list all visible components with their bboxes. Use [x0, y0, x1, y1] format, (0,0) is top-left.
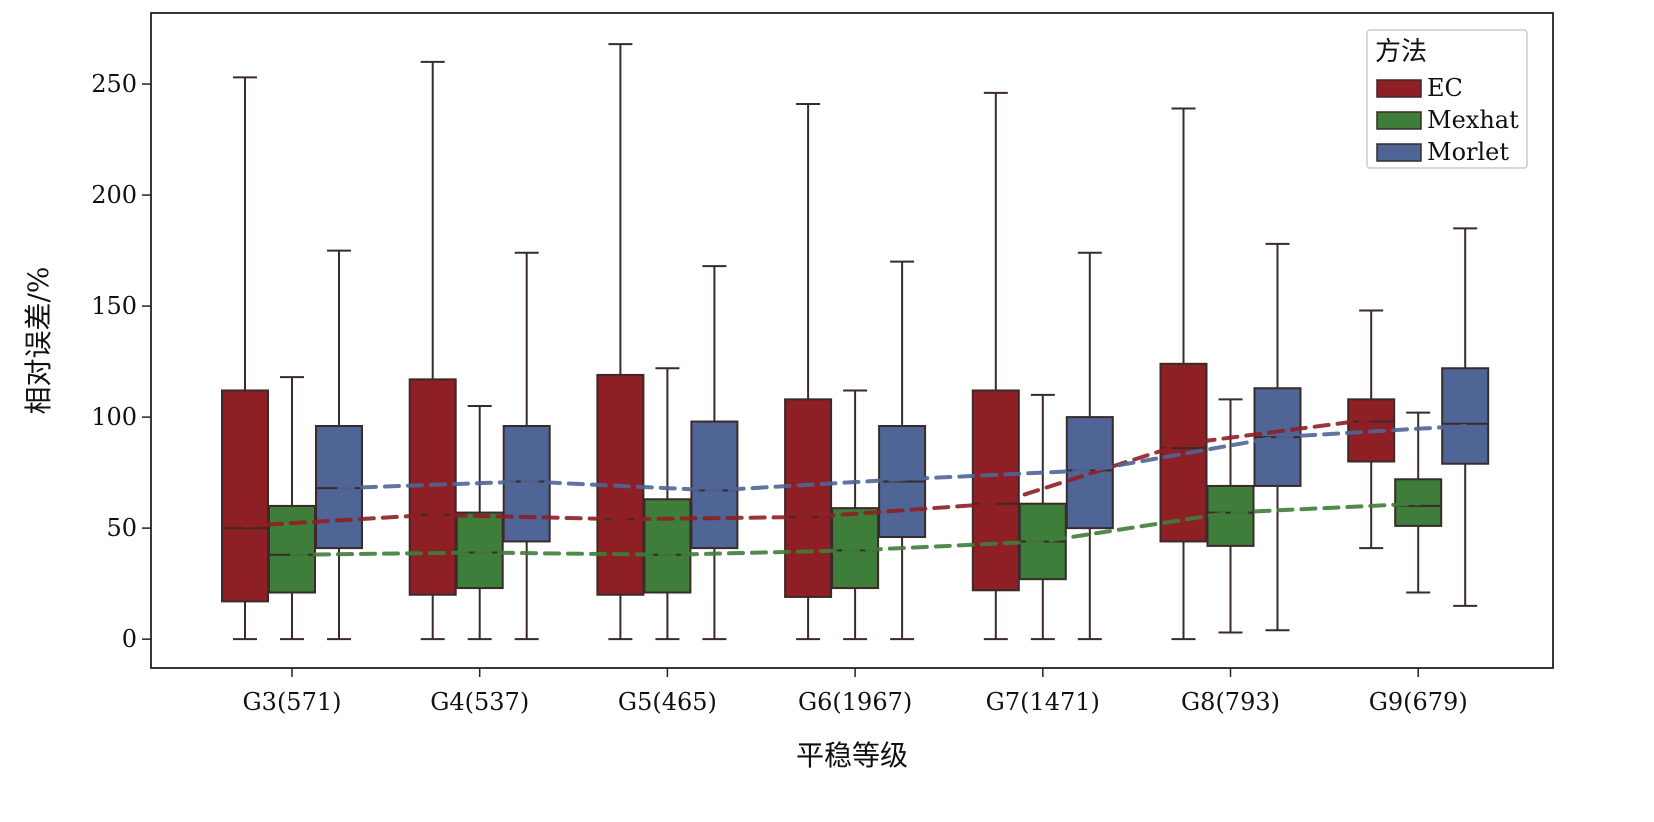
x-axis: G3(571) G4(537) G5(465) G6(1967) G7(1471) G8(… [243, 668, 1468, 716]
box-body [643, 498, 692, 594]
box-morlet [502, 251, 551, 641]
box-ec [1347, 309, 1396, 550]
trend-lines [243, 417, 1468, 557]
box-ec [221, 76, 269, 641]
plot-frame [150, 12, 1554, 669]
series-boxes-mexhat [268, 367, 1443, 641]
box-ec [596, 43, 645, 641]
y-axis: 0 50 100 150 200 250 [91, 70, 151, 653]
box-body [221, 389, 269, 603]
y-tick-label: 100 [91, 403, 137, 431]
box-body [690, 420, 739, 550]
legend-swatch-ec [1376, 79, 1422, 98]
x-tick-label: G7(1471) [986, 688, 1100, 716]
box-morlet [1441, 227, 1490, 607]
legend-label-morlet: Morlet [1427, 138, 1509, 166]
x-tick-label: G8(793) [1181, 688, 1280, 716]
box-mexhat [831, 389, 880, 641]
box-morlet [878, 260, 927, 641]
box-body [784, 398, 833, 598]
box-morlet [1065, 251, 1114, 641]
trend-line-ec [243, 417, 1374, 528]
box-body [1441, 367, 1490, 465]
boxes [221, 43, 1490, 641]
legend: 方法 EC Mexhat Morlet [1366, 29, 1528, 169]
y-tick-label: 150 [91, 292, 137, 320]
legend-label-ec: EC [1427, 74, 1463, 102]
trend-line-mexhat [290, 501, 1421, 557]
legend-label-mexhat: Mexhat [1427, 106, 1519, 134]
x-tick-label: G5(465) [618, 688, 717, 716]
series-boxes-ec [221, 43, 1396, 641]
box-mexhat [455, 405, 504, 641]
legend-swatch-mexhat [1376, 111, 1422, 130]
legend-title: 方法 [1375, 37, 1427, 67]
x-tick-label: G9(679) [1369, 688, 1468, 716]
box-mexhat [643, 367, 692, 641]
y-tick-label: 250 [91, 70, 137, 98]
box-body [971, 389, 1020, 592]
box-body [455, 511, 504, 590]
y-tick-label: 0 [122, 625, 137, 653]
legend-swatch-morlet [1376, 143, 1422, 162]
trend-line-morlet [337, 423, 1468, 493]
box-mexhat [1018, 393, 1067, 641]
box-ec [971, 91, 1020, 641]
series-boxes-morlet [315, 227, 1490, 641]
box-mexhat [268, 376, 316, 641]
legend-frame [1366, 29, 1528, 169]
x-tick-label: G6(1967) [798, 688, 912, 716]
box-ec [784, 103, 833, 641]
y-tick-label: 200 [91, 181, 137, 209]
x-tick-label: G3(571) [243, 688, 342, 716]
box-morlet [690, 265, 739, 641]
box-ec [1159, 107, 1208, 641]
y-axis-label: 相对误差/% [22, 266, 55, 414]
y-tick-label: 50 [106, 514, 137, 542]
x-tick-label: G4(537) [430, 688, 529, 716]
x-axis-label: 平稳等级 [796, 739, 908, 772]
box-morlet [315, 249, 363, 641]
box-body [268, 504, 316, 594]
box-body [831, 507, 880, 590]
